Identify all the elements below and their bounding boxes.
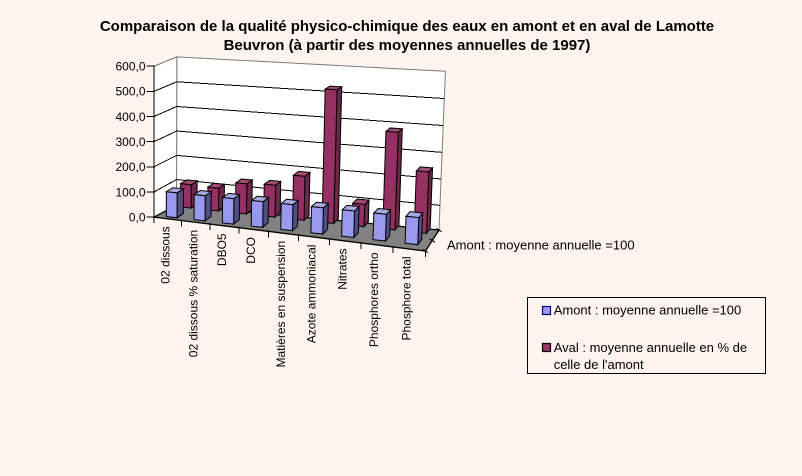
svg-text:Amont : moyenne annuelle =100: Amont : moyenne annuelle =100 [447,238,635,253]
svg-text:Phosphore total: Phosphore total [400,256,414,340]
svg-text:300,0: 300,0 [115,135,145,149]
svg-text:200,0: 200,0 [115,160,145,174]
svg-text:Amont : moyenne annuelle =100: Amont : moyenne annuelle =100 [554,303,742,318]
svg-text:02 dissous % saturation: 02 dissous % saturation [186,230,200,357]
svg-text:DCO: DCO [244,237,258,264]
svg-text:Nitrates: Nitrates [335,248,349,289]
svg-text:600,0: 600,0 [115,60,145,74]
svg-text:Matières en suspension: Matières en suspension [274,241,288,368]
svg-text:02 dissous: 02 dissous [158,226,172,283]
svg-text:400,0: 400,0 [115,110,145,124]
svg-text:100,0: 100,0 [115,185,145,199]
svg-text:Phosphores ortho: Phosphores ortho [367,252,381,347]
svg-text:Aval : moyenne annuelle en % d: Aval : moyenne annuelle en % de [554,340,747,355]
svg-text:celle de l'amont: celle de l'amont [554,357,644,372]
svg-text:Comparaison de la qualité phys: Comparaison de la qualité physico-chimiq… [100,18,714,35]
svg-text:500,0: 500,0 [115,85,145,99]
svg-text:DBO5: DBO5 [215,233,229,266]
svg-text:0,0: 0,0 [129,210,146,224]
svg-text:Azote ammoniacal: Azote ammoniacal [304,245,318,344]
svg-text:Beuvron (à partir des moyennes: Beuvron (à partir des moyennes annuelles… [224,37,591,54]
